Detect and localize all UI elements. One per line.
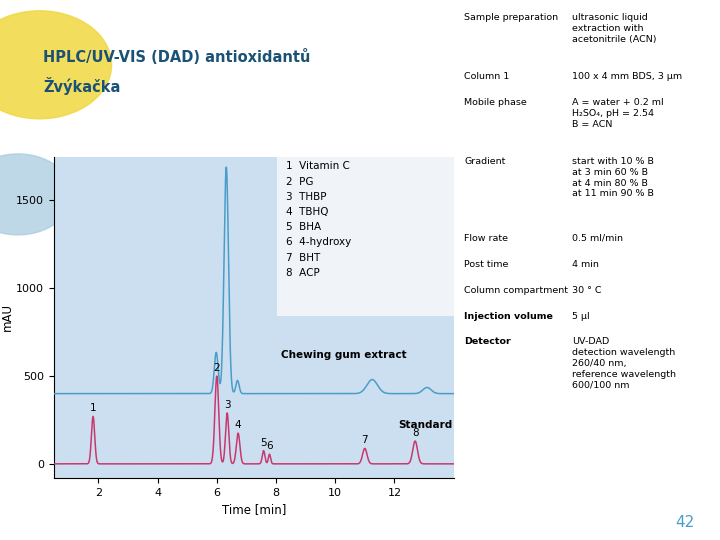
Text: 2: 2 [214, 363, 220, 373]
Text: 4 min: 4 min [572, 260, 599, 269]
Text: HPLC/UV-VIS (DAD) antioxidantů: HPLC/UV-VIS (DAD) antioxidantů [43, 49, 310, 65]
Text: ultrasonic liquid
extraction with
acetonitrile (ACN): ultrasonic liquid extraction with aceton… [572, 14, 657, 44]
Text: 30 ° C: 30 ° C [572, 286, 602, 295]
Y-axis label: mAU: mAU [1, 303, 14, 331]
Text: Flow rate: Flow rate [464, 234, 508, 243]
Text: Injection volume: Injection volume [464, 312, 553, 321]
Text: 3: 3 [224, 400, 230, 410]
Text: Column 1: Column 1 [464, 72, 510, 82]
Text: A = water + 0.2 ml
H₂SO₄, pH = 2.54
B = ACN: A = water + 0.2 ml H₂SO₄, pH = 2.54 B = … [572, 98, 664, 129]
Text: 0.5 ml/min: 0.5 ml/min [572, 234, 624, 243]
Text: 7: 7 [361, 435, 368, 445]
Text: Žvýkačka: Žvýkačka [43, 77, 120, 96]
Text: 42: 42 [675, 515, 695, 530]
Text: Column compartment: Column compartment [464, 286, 568, 295]
Text: 5 μl: 5 μl [572, 312, 590, 321]
Text: Mobile phase: Mobile phase [464, 98, 527, 107]
Text: Standard: Standard [398, 420, 453, 430]
Text: UV-DAD
detection wavelength
260/40 nm,
reference wavelength
600/100 nm: UV-DAD detection wavelength 260/40 nm, r… [572, 338, 676, 389]
Text: Sample preparation: Sample preparation [464, 14, 559, 23]
Text: 5: 5 [260, 437, 267, 448]
Text: 8: 8 [412, 428, 418, 438]
Text: 100 x 4 mm BDS, 3 μm: 100 x 4 mm BDS, 3 μm [572, 72, 683, 82]
Text: Post time: Post time [464, 260, 509, 269]
Text: Detector: Detector [464, 338, 511, 347]
Text: Gradient: Gradient [464, 157, 505, 166]
Text: 4: 4 [235, 420, 241, 430]
Text: 6: 6 [266, 441, 273, 451]
X-axis label: Time [min]: Time [min] [222, 503, 286, 516]
Text: start with 10 % B
at 3 min 60 % B
at 4 min 80 % B
at 11 min 90 % B: start with 10 % B at 3 min 60 % B at 4 m… [572, 157, 654, 198]
Text: Chewing gum extract: Chewing gum extract [282, 350, 407, 360]
Text: 1  Vitamin C
2  PG
3  THBP
4  TBHQ
5  BHA
6  4-hydroxy
7  BHT
8  ACP: 1 Vitamin C 2 PG 3 THBP 4 TBHQ 5 BHA 6 4… [286, 161, 351, 278]
Text: 1: 1 [90, 403, 96, 413]
